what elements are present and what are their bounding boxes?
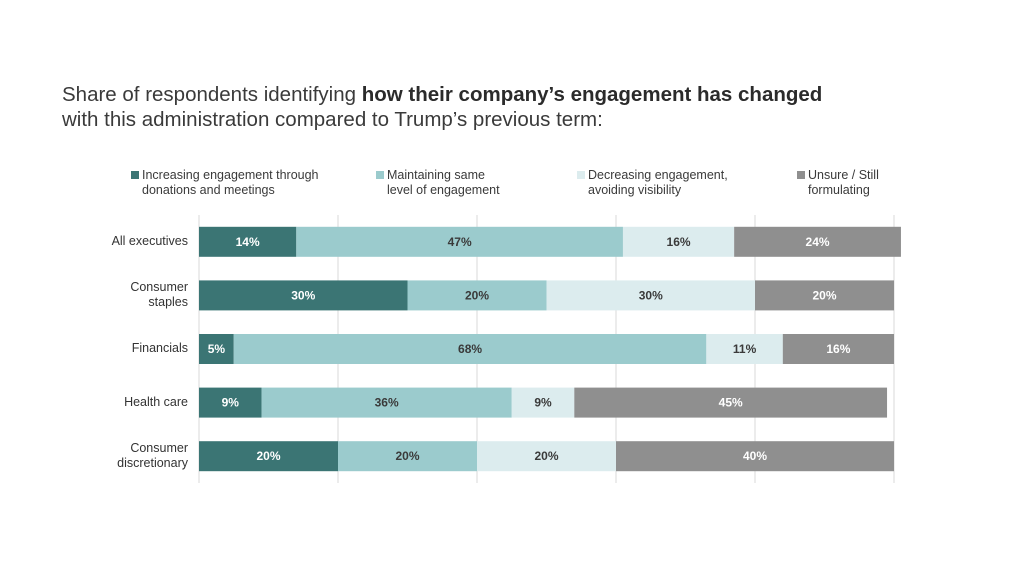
category-label: All executives: [111, 234, 188, 248]
legend-item-unsure: Unsure / Still formulating: [797, 168, 879, 198]
bar-segment: [574, 387, 888, 418]
legend-label: Decreasing engagement, avoiding visibili…: [588, 168, 728, 197]
bar-segment: [199, 441, 338, 472]
data-label: 11%: [733, 342, 757, 356]
bar-segment: [407, 280, 547, 311]
category-label: Financials: [131, 341, 188, 355]
bar-segment: [199, 387, 262, 418]
category-label: Health care: [124, 395, 188, 409]
bar-segment: [338, 441, 477, 472]
legend-item-decreasing: Decreasing engagement, avoiding visibili…: [577, 168, 728, 198]
bar-segment: [233, 334, 707, 364]
title-bold: how their company’s engagement has chang…: [361, 83, 823, 106]
data-label: 5%: [208, 342, 226, 356]
legend-label: Maintaining same level of engagement: [387, 168, 500, 197]
legend-item-increasing: Increasing engagement through donations …: [131, 168, 319, 198]
legend-swatch: [797, 171, 805, 179]
data-label: 45%: [719, 396, 743, 410]
title-suffix: with this administration compared to Tru…: [62, 108, 603, 131]
bar-segment: [199, 334, 234, 364]
bar-segment: [511, 387, 575, 418]
data-label: 30%: [291, 288, 315, 302]
data-label: 16%: [667, 235, 691, 249]
bar-segment: [261, 387, 512, 418]
data-label: 20%: [465, 288, 489, 302]
legend-swatch: [577, 171, 585, 179]
data-label: 68%: [458, 342, 482, 356]
bar-segment: [734, 226, 901, 257]
chart-title: Share of respondents identifying how the…: [62, 82, 822, 132]
data-label: 20%: [534, 449, 558, 463]
data-label: 9%: [534, 396, 552, 410]
data-label: 40%: [743, 449, 767, 463]
data-label: 30%: [639, 288, 663, 302]
legend-swatch: [131, 171, 139, 179]
bar-segment: [477, 441, 616, 472]
bar-segment: [622, 226, 735, 257]
legend-label: Increasing engagement through donations …: [142, 168, 319, 197]
category-label: Consumer staples: [130, 280, 188, 309]
bar-segment: [755, 280, 894, 311]
bar-segment: [296, 226, 623, 257]
bar-segment: [782, 334, 894, 364]
bar-segment: [199, 226, 297, 257]
legend-label: Unsure / Still formulating: [808, 168, 879, 197]
data-label: 16%: [826, 342, 850, 356]
data-label: 36%: [375, 396, 399, 410]
legend-swatch: [376, 171, 384, 179]
bar-segment: [616, 441, 894, 472]
data-label: 24%: [806, 235, 830, 249]
bar-segment: [706, 334, 783, 364]
data-label: 20%: [812, 288, 836, 302]
bar-segment: [546, 280, 755, 311]
data-label: 9%: [222, 396, 240, 410]
title-prefix: Share of respondents identifying: [62, 83, 362, 106]
category-label: Consumer discretionary: [117, 441, 188, 470]
data-label: 20%: [256, 449, 280, 463]
legend-item-maintaining: Maintaining same level of engagement: [376, 168, 500, 198]
bar-segment: [199, 280, 408, 311]
data-label: 14%: [236, 235, 260, 249]
data-label: 47%: [448, 235, 472, 249]
data-label: 20%: [395, 449, 419, 463]
